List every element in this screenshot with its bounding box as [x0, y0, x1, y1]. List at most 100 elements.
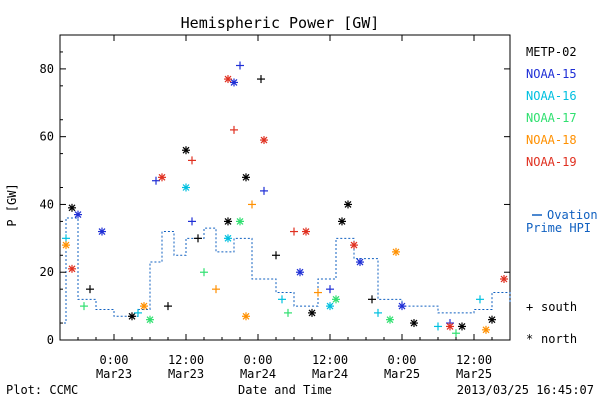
data-point-south: [278, 295, 286, 304]
ovation-legend-line1: Ovation: [547, 208, 598, 222]
data-point-south: [188, 217, 196, 226]
data-point-north: [260, 136, 268, 145]
legend-entry: NOAA-15: [526, 67, 577, 81]
legend-entry: NOAA-19: [526, 155, 577, 169]
south-marker-label: south: [541, 300, 577, 314]
data-point-north: [392, 247, 400, 256]
data-point-south: [80, 302, 88, 311]
data-point-south: [200, 268, 208, 277]
legend-entry: NOAA-18: [526, 133, 577, 147]
data-point-north: [242, 312, 250, 321]
data-point-north: [386, 315, 394, 324]
marker-legend: + south * north: [526, 300, 577, 346]
data-point-south: [314, 288, 322, 297]
x-tick-time: 0:00: [244, 353, 273, 367]
data-point-south: [284, 308, 292, 317]
y-tick-label: 0: [47, 333, 54, 347]
x-tick-date: Mar23: [168, 367, 204, 381]
x-tick-date: Mar23: [96, 367, 132, 381]
x-tick-date: Mar25: [384, 367, 420, 381]
data-point-south: [62, 234, 70, 243]
legend: METP-02 NOAA-15 NOAA-16 NOAA-17 NOAA-18 NOAA-…: [526, 45, 577, 169]
data-point-north: [302, 227, 310, 236]
data-point-north: [140, 302, 148, 311]
y-tick-label: 60: [40, 130, 54, 144]
x-axis-label: Date and Time: [238, 383, 332, 397]
data-point-south: [152, 176, 160, 185]
data-point-north: [356, 258, 364, 267]
plot-frame: [59, 34, 511, 341]
data-point-north: [224, 234, 232, 243]
data-point-south: [374, 308, 382, 317]
data-point-south: [248, 200, 256, 209]
data-point-north: [128, 312, 136, 321]
data-point-north: [98, 227, 106, 236]
footer-right: 2013/03/25 16:45:07: [457, 383, 594, 397]
data-point-north: [326, 302, 334, 311]
data-point-north: [344, 200, 352, 209]
data-point-north: [74, 210, 82, 219]
y-tick-label: 80: [40, 62, 54, 76]
data-point-south: [290, 227, 298, 236]
data-point-north: [296, 268, 304, 277]
x-tick-time: 12:00: [312, 353, 348, 367]
data-point-north: [458, 322, 466, 331]
data-point-south: [188, 156, 196, 165]
x-tick-time: 0:00: [388, 353, 417, 367]
data-point-north: [410, 319, 418, 328]
ovation-prime-hpi-line: [60, 217, 511, 324]
x-axis: 0:00Mar2312:00Mar230:00Mar2412:00Mar240:…: [59, 35, 511, 381]
data-point-south: [134, 308, 142, 317]
data-point-south: [272, 251, 280, 260]
data-point-north: [224, 75, 232, 84]
data-points: [62, 61, 508, 338]
data-point-north: [158, 173, 166, 182]
legend-entry: NOAA-16: [526, 89, 577, 103]
ovation-legend: Ovation Prime HPI: [526, 208, 598, 235]
data-point-north: [308, 308, 316, 317]
data-point-north: [236, 217, 244, 226]
data-point-north: [398, 302, 406, 311]
data-point-north: [224, 217, 232, 226]
data-point-north: [230, 78, 238, 87]
y-axis-label: P [GW]: [5, 183, 19, 226]
data-point-north: [332, 295, 340, 304]
data-point-south: [86, 285, 94, 294]
data-point-south: [194, 234, 202, 243]
north-marker-symbol: *: [526, 332, 533, 346]
data-point-north: [62, 241, 70, 250]
north-marker-label: north: [541, 332, 577, 346]
chart-title: Hemispheric Power [GW]: [181, 14, 380, 32]
data-point-north: [242, 173, 250, 182]
data-point-north: [350, 241, 358, 250]
data-point-north: [68, 264, 76, 273]
data-point-south: [236, 61, 244, 70]
ovation-legend-line2: Prime HPI: [526, 221, 591, 235]
data-point-south: [452, 329, 460, 338]
x-tick-date: Mar24: [312, 367, 348, 381]
data-point-south: [212, 285, 220, 294]
data-point-south: [230, 125, 238, 134]
x-tick-time: 0:00: [100, 353, 129, 367]
data-point-south: [326, 285, 334, 294]
south-marker-symbol: +: [526, 300, 533, 314]
x-tick-time: 12:00: [456, 353, 492, 367]
x-tick-date: Mar25: [456, 367, 492, 381]
data-point-north: [500, 275, 508, 283]
ovation-step-path: [60, 217, 511, 324]
data-point-south: [257, 75, 265, 84]
data-point-south: [164, 302, 172, 311]
data-point-south: [476, 295, 484, 304]
data-point-south: [434, 322, 442, 331]
legend-entry: NOAA-17: [526, 111, 577, 125]
data-point-south: [260, 186, 268, 195]
x-tick-time: 12:00: [168, 353, 204, 367]
legend-entry: METP-02: [526, 45, 577, 59]
data-point-north: [146, 315, 154, 324]
data-point-north: [182, 183, 190, 192]
data-point-north: [482, 325, 490, 334]
data-point-north: [68, 203, 76, 212]
y-tick-label: 40: [40, 197, 54, 211]
data-point-north: [182, 146, 190, 155]
